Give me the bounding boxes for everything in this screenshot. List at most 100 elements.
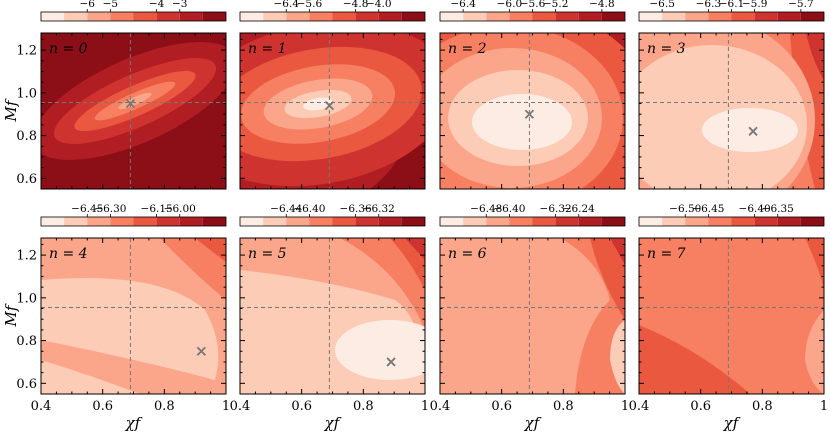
colorbar-tick-label: −6.45 [692,203,724,215]
x-tick-label: 0.4 [31,399,52,414]
x-tick-label: 0.6 [92,399,113,414]
colorbar-tick-label: −6.36 [340,203,372,215]
colorbar-level [110,217,134,226]
axes-n6: 0.4 0.6 0.8 1 n = 6 −6.48−6.40 −6.32−6.24 [430,203,629,414]
colorbar-tick-label: −5.6 [520,0,546,10]
colorbar-tick-label: −6.32 [363,203,395,215]
xlabel-col2: χf [524,414,542,432]
colorbar-tick-label: −4 [149,0,165,10]
colorbar-tick-label: −6.48 [470,203,502,215]
colorbar-level [41,217,65,226]
y-tick-label: 1.0 [16,86,37,101]
y-tick-label: 0.6 [16,172,37,187]
colorbar-level [378,12,402,21]
colorbar-level [286,217,310,226]
x-tick-label: 0.6 [690,399,711,414]
panel-label-n6: n = 6 [448,246,487,262]
colorbar-level [240,12,264,21]
colorbar-level [754,12,778,21]
contours-n1 [240,33,425,189]
panel-label-n5: n = 5 [248,246,287,262]
colorbar-tick-label: −6.44 [270,203,302,215]
colorbar-tick-label: −6.24 [563,203,595,215]
colorbar-level [156,217,180,226]
colorbar-level [309,12,333,21]
panel-label-n0: n = 0 [49,41,88,57]
colorbar-level [87,12,111,21]
y-tick-label: 0.8 [16,129,37,144]
colorbar-tick-label: −6.00 [164,203,196,215]
colorbar-tick-label: −3 [172,0,187,10]
panel-n1 [240,33,425,189]
contours-n7 [639,238,824,394]
colorbar-level [578,217,602,226]
best-fit-marker [748,126,758,136]
contours-n5 [240,238,425,394]
panel-n5 [240,238,425,394]
colorbar-tick-label: −6.50 [669,203,701,215]
panel-n7 [639,238,824,394]
colorbar-level [731,217,755,226]
colorbar-level [639,217,663,226]
colorbar-level [133,12,157,21]
colorbar-level [87,217,111,226]
contours-n4 [41,238,226,394]
colorbar-tick-label: −6.3 [696,0,722,10]
colorbar-level [240,217,264,226]
colorbar-level [509,12,533,21]
panel-label-n4: n = 4 [49,246,88,262]
panel-label-n1: n = 1 [248,41,287,57]
x-tick-label: 0.4 [629,399,650,414]
colorbar-tick-label: −6.40 [293,203,325,215]
x-tick-label: 0.8 [553,399,574,414]
best-fit-marker [524,109,535,119]
colorbar-tick-label: −6.45 [71,203,103,215]
colorbar-tick-label: −6.35 [762,203,794,215]
colorbar-level [332,12,356,21]
colorbar-level [708,217,732,226]
colorbar-level [286,12,310,21]
colorbar-level [754,217,778,226]
colorbar-level [263,12,287,21]
colorbar-level [601,12,625,21]
colorbar-level [486,217,510,226]
x-tick-label: 1 [621,399,629,414]
colorbar-level [202,217,226,226]
colorbar-tick-label: −5 [103,0,118,10]
x-tick-label: 1 [820,399,828,414]
colorbar-level [486,12,510,21]
colorbar-tick-label: −6.32 [540,203,572,215]
colorbar-level [355,12,379,21]
y-tick-label: 0.8 [16,334,37,349]
best-fit-marker [324,101,335,111]
x-tick-label: 0.8 [353,399,374,414]
colorbar-level [401,217,425,226]
axes-n2: n = 2 −6.4 −6.0−5.6−5.2 −4.8 [439,0,626,190]
axes-n1: n = 1 −6.4−5.6 −4.8−4.0 [239,0,426,190]
y-tick-label: 1.0 [16,291,37,306]
y-tick-label: 1.2 [16,249,37,264]
xlabel-col1: χf [324,414,342,432]
colorbar-level [555,12,579,21]
colorbar-level [309,217,333,226]
x-tick-label: 0.6 [491,399,512,414]
colorbar-tick-label: −5.7 [788,0,814,10]
colorbar-tick-label: −5.6 [297,0,323,10]
y-tick-label: 1.2 [16,44,37,59]
colorbar-tick-label: −6.15 [141,203,173,215]
colorbar-level [202,12,226,21]
colorbar-level [41,12,65,21]
panel-label-n7: n = 7 [647,246,686,262]
best-fit-marker [386,357,396,367]
colorbar-level [777,217,801,226]
panel-n6 [440,238,625,394]
best-fit-marker [125,98,136,109]
colorbar-level [578,12,602,21]
colorbar-level [263,217,287,226]
colorbar-level [532,217,556,226]
axes-n5: 0.4 0.6 0.8 1 n = 5 −6.44−6.40 −6.36−6.32 [230,203,429,414]
colorbar-level [731,12,755,21]
colorbar-level [662,217,686,226]
colorbar-tick-label: −6.4 [274,0,300,10]
colorbar-frame [40,11,227,22]
